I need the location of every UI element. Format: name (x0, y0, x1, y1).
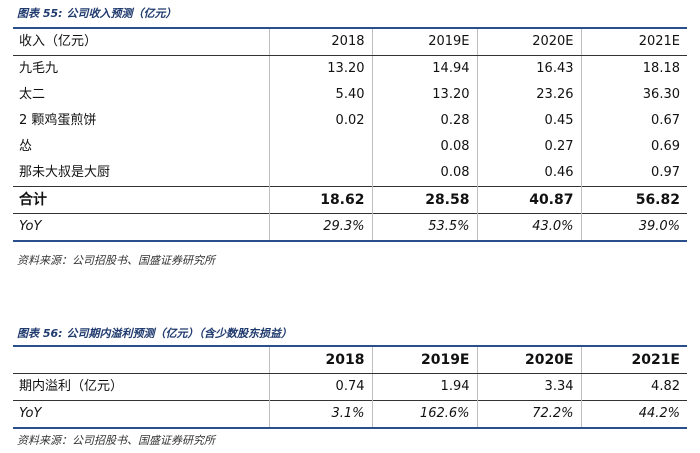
table-row: 怂 0.08 0.27 0.69 (13, 134, 687, 160)
header-cell: 2018 (268, 29, 372, 56)
table-header-row: 2018 2019E 2020E 2021E (13, 347, 687, 374)
table-cell: 1.94 (371, 373, 477, 401)
table-header-row: 收入（亿元） 2018 2019E 2020E 2021E (13, 29, 687, 56)
table-cell: 0.67 (580, 108, 687, 134)
row-label: 合计 (13, 186, 269, 214)
table56-caption-label: 图表 56: (17, 327, 63, 340)
row-label: 2 颗鸡蛋煎饼 (19, 113, 97, 128)
row-label: YoY (13, 213, 269, 242)
table-cell: 29.3% (268, 213, 372, 242)
table-cell: 0.46 (476, 160, 581, 187)
table-cell: 0.27 (476, 134, 581, 160)
table-cell: 0.45 (476, 108, 581, 134)
table-cell: 39.0% (580, 213, 687, 242)
table-cell: 0.74 (268, 373, 372, 401)
table-cell: 4.82 (580, 373, 687, 401)
table-cell: 162.6% (371, 400, 477, 429)
row-label: YoY (13, 400, 269, 429)
table-row: 九毛九 13.20 14.94 16.43 18.18 (13, 55, 687, 82)
header-cell: 2021E (580, 29, 687, 56)
row-label: 期内溢利（亿元） (19, 379, 124, 394)
table-cell (268, 134, 372, 160)
table-cell: 53.5% (371, 213, 477, 242)
table55-top-rule (13, 27, 687, 29)
table-cell: 3.34 (476, 373, 581, 401)
row-label: 怂 (19, 139, 33, 154)
header-cell: 2020E (476, 29, 581, 56)
header-cell: 收入（亿元） (13, 29, 269, 56)
table-cell: 0.08 (371, 134, 477, 160)
header-cell (13, 347, 269, 374)
header-cell: 2020E (476, 347, 581, 374)
table56-caption: 图表 56: 公司期内溢利预测（亿元）（含少数股东损益） (17, 325, 292, 341)
table56-caption-title: 公司期内溢利预测（亿元）（含少数股东损益） (66, 327, 293, 340)
revenue-forecast-table: 收入（亿元） 2018 2019E 2020E 2021E 九毛九 13.20 … (13, 29, 687, 242)
header-cell: 2018 (268, 347, 372, 374)
table-cell: 3.1% (268, 400, 372, 429)
table55-caption-label: 图表 55: (17, 7, 63, 20)
yoy-row: YoY 3.1% 162.6% 72.2% 44.2% (13, 400, 687, 429)
table-row: 期内溢利（亿元） 0.74 1.94 3.34 4.82 (13, 373, 687, 401)
table-cell: 18.62 (268, 186, 372, 214)
yoy-row: YoY 29.3% 53.5% 43.0% 39.0% (13, 213, 687, 242)
table-cell: 56.82 (580, 186, 687, 214)
table56-source: 资料来源：公司招股书、国盛证券研究所 (17, 434, 215, 447)
header-cell: 2019E (371, 347, 477, 374)
header-cell: 2019E (371, 29, 477, 56)
row-label: 太二 (19, 87, 46, 102)
table-cell: 28.58 (371, 186, 477, 214)
table56-top-rule (13, 345, 687, 347)
table-cell: 0.69 (580, 134, 687, 160)
table-cell: 13.20 (371, 82, 477, 108)
table-cell (268, 160, 372, 187)
table-cell: 18.18 (580, 55, 687, 82)
table55-source: 资料来源：公司招股书、国盛证券研究所 (17, 254, 215, 267)
table-cell: 0.97 (580, 160, 687, 187)
row-label: 九毛九 (19, 61, 59, 76)
table-cell: 14.94 (371, 55, 477, 82)
table-cell: 36.30 (580, 82, 687, 108)
table-cell: 0.28 (371, 108, 477, 134)
table55-caption-title: 公司收入预测（亿元） (66, 7, 177, 20)
table-cell: 23.26 (476, 82, 581, 108)
table-cell: 72.2% (476, 400, 581, 429)
table-cell: 13.20 (268, 55, 372, 82)
table-cell: 40.87 (476, 186, 581, 214)
table-cell: 0.08 (371, 160, 477, 187)
table-cell: 16.43 (476, 55, 581, 82)
profit-forecast-table: 2018 2019E 2020E 2021E 期内溢利（亿元） 0.74 1.9… (13, 347, 687, 429)
table-cell: 5.40 (268, 82, 372, 108)
total-row: 合计 18.62 28.58 40.87 56.82 (13, 186, 687, 214)
header-cell: 2021E (580, 347, 687, 374)
table-row: 太二 5.40 13.20 23.26 36.30 (13, 82, 687, 108)
table-cell: 43.0% (476, 213, 581, 242)
table-cell: 44.2% (580, 400, 687, 429)
row-label: 那未大叔是大厨 (19, 165, 111, 180)
table-cell: 0.02 (268, 108, 372, 134)
table-row: 2 颗鸡蛋煎饼 0.02 0.28 0.45 0.67 (13, 108, 687, 134)
table55-caption: 图表 55: 公司收入预测（亿元） (17, 5, 177, 21)
table-row: 那未大叔是大厨 0.08 0.46 0.97 (13, 160, 687, 187)
